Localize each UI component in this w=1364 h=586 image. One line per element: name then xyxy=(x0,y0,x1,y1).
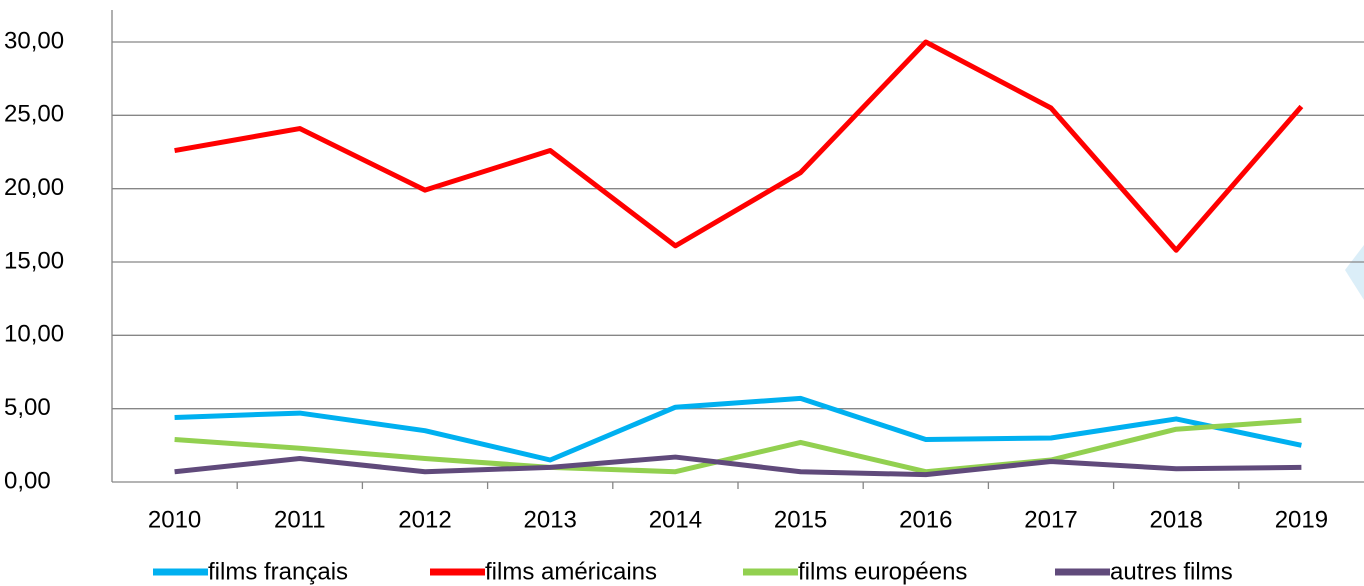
x-tick-label: 2014 xyxy=(649,506,702,533)
decoration xyxy=(1345,245,1364,300)
y-tick-label: 10,00 xyxy=(4,321,64,348)
x-tick-label: 2018 xyxy=(1150,506,1203,533)
y-tick-label: 5,00 xyxy=(4,394,51,421)
x-tick-label: 2012 xyxy=(398,506,451,533)
x-tick-label: 2010 xyxy=(148,506,201,533)
series-line xyxy=(174,39,1304,253)
y-tick-label: 30,00 xyxy=(4,27,64,54)
y-tick-label: 25,00 xyxy=(4,101,64,128)
legend-label: films français xyxy=(208,558,348,585)
x-tick-label: 2016 xyxy=(899,506,952,533)
series-line xyxy=(174,417,1302,475)
x-tick-label: 2013 xyxy=(524,506,577,533)
x-tick-label: 2011 xyxy=(274,506,326,533)
series-line xyxy=(174,454,1302,478)
y-tick-label: 20,00 xyxy=(4,174,64,201)
x-tick-label: 2017 xyxy=(1024,506,1077,533)
x-tick-label: 2015 xyxy=(774,506,827,533)
legend-label: autres films xyxy=(1110,558,1233,585)
legend-label: films européens xyxy=(798,558,967,585)
y-tick-label: 0,00 xyxy=(4,467,51,494)
y-tick-label: 15,00 xyxy=(4,247,64,274)
series-line xyxy=(174,395,1302,463)
legend-label: films américains xyxy=(485,558,657,585)
x-tick-label: 2019 xyxy=(1275,506,1328,533)
